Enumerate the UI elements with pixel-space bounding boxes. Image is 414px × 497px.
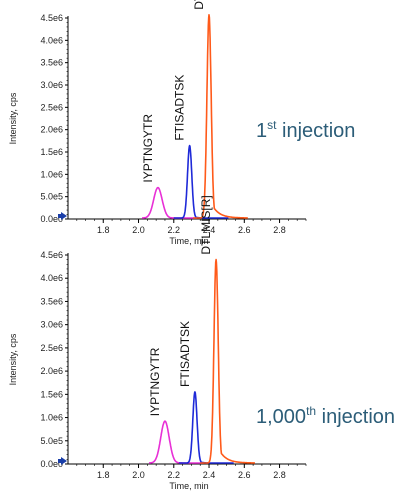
peak-label: FTISADTSK: [178, 321, 192, 387]
y-tick-label: 1.0e6: [40, 413, 63, 423]
x-tick-label: 2.8: [273, 470, 286, 480]
peak-label: FTISADTSK: [173, 75, 187, 141]
y-axis-label: Intensity, cps: [8, 333, 18, 385]
trace-iyptngytr: [148, 420, 205, 464]
y-tick-label: 3.5e6: [40, 58, 63, 68]
injection-ordinal-suffix: th: [306, 404, 316, 418]
x-tick-label: 2.2: [168, 470, 181, 480]
x-axis-label: Time, min: [169, 236, 208, 246]
baseline-arrow-tail: [58, 214, 62, 218]
y-tick-label: 2.0e6: [40, 366, 63, 376]
injection-annotation: 1,000th injection: [256, 404, 395, 428]
trace-iyptngytr: [141, 186, 198, 219]
y-tick-label: 3.0e6: [40, 320, 63, 330]
y-tick-label: 3.5e6: [40, 296, 63, 306]
x-tick-label: 2.6: [238, 225, 251, 235]
injection-word: injection: [316, 406, 395, 428]
injection-number: 1,000: [256, 406, 306, 428]
x-tick-label: 2.0: [132, 470, 145, 480]
y-tick-label: 5.0e5: [40, 192, 63, 202]
y-tick-label: 4.5e6: [40, 250, 63, 260]
panel-first-injection: 0.0e0 5.0e5 1.0e6 1.5e6 2.0e6 2.5e6 3.0e6 3.5e6…: [8, 0, 355, 246]
trace-dtlmis-r-: [192, 14, 249, 219]
y-tick-label: 3.0e6: [40, 80, 63, 90]
y-tick-label: 4.5e6: [40, 13, 63, 23]
peak-label: DTLMIS[R]: [192, 0, 206, 10]
trace-ftisadtsk: [178, 391, 235, 464]
y-tick-label: 1.5e6: [40, 389, 63, 399]
injection-annotation: 1st injection: [256, 118, 355, 142]
baseline-arrow-tail: [58, 459, 62, 463]
injection-number: 1: [256, 120, 267, 142]
injection-word: injection: [276, 120, 355, 142]
baseline-arrow-icon: [61, 212, 67, 220]
x-tick-label: 2.4: [203, 225, 216, 235]
peak-label: IYPTNGYTR: [148, 347, 162, 416]
y-tick-label: 5.0e5: [40, 436, 63, 446]
x-tick-label: 2.6: [238, 470, 251, 480]
x-tick-label: 1.8: [97, 225, 110, 235]
trace-dtlmis-r-: [199, 258, 256, 464]
y-tick-label: 4.0e6: [40, 35, 63, 45]
x-tick-label: 2.2: [168, 225, 181, 235]
x-tick-label: 2.0: [132, 225, 145, 235]
y-tick-label: 1.5e6: [40, 147, 63, 157]
y-tick-label: 0.0e0: [40, 459, 63, 469]
y-axis-label: Intensity, cps: [8, 92, 18, 144]
x-tick-label: 1.8: [97, 470, 110, 480]
y-tick-label: 0.0e0: [40, 214, 63, 224]
panel-1000th-injection: 0.0e0 5.0e5 1.0e6 1.5e6 2.0e6 2.5e6 3.0e6 3.5e6…: [8, 195, 395, 491]
y-tick-label: 4.0e6: [40, 273, 63, 283]
y-tick-label: 2.0e6: [40, 125, 63, 135]
x-tick-label: 2.4: [203, 470, 216, 480]
x-tick-label: 2.8: [273, 225, 286, 235]
y-tick-label: 2.5e6: [40, 343, 63, 353]
injection-ordinal-suffix: st: [267, 118, 277, 132]
peak-label: DTLMIS[R]: [199, 195, 213, 254]
x-axis-label: Time, min: [169, 481, 208, 491]
baseline-arrow-icon: [61, 457, 67, 465]
peak-label: IYPTNGYTR: [141, 114, 155, 183]
y-tick-label: 1.0e6: [40, 169, 63, 179]
y-tick-label: 2.5e6: [40, 102, 63, 112]
